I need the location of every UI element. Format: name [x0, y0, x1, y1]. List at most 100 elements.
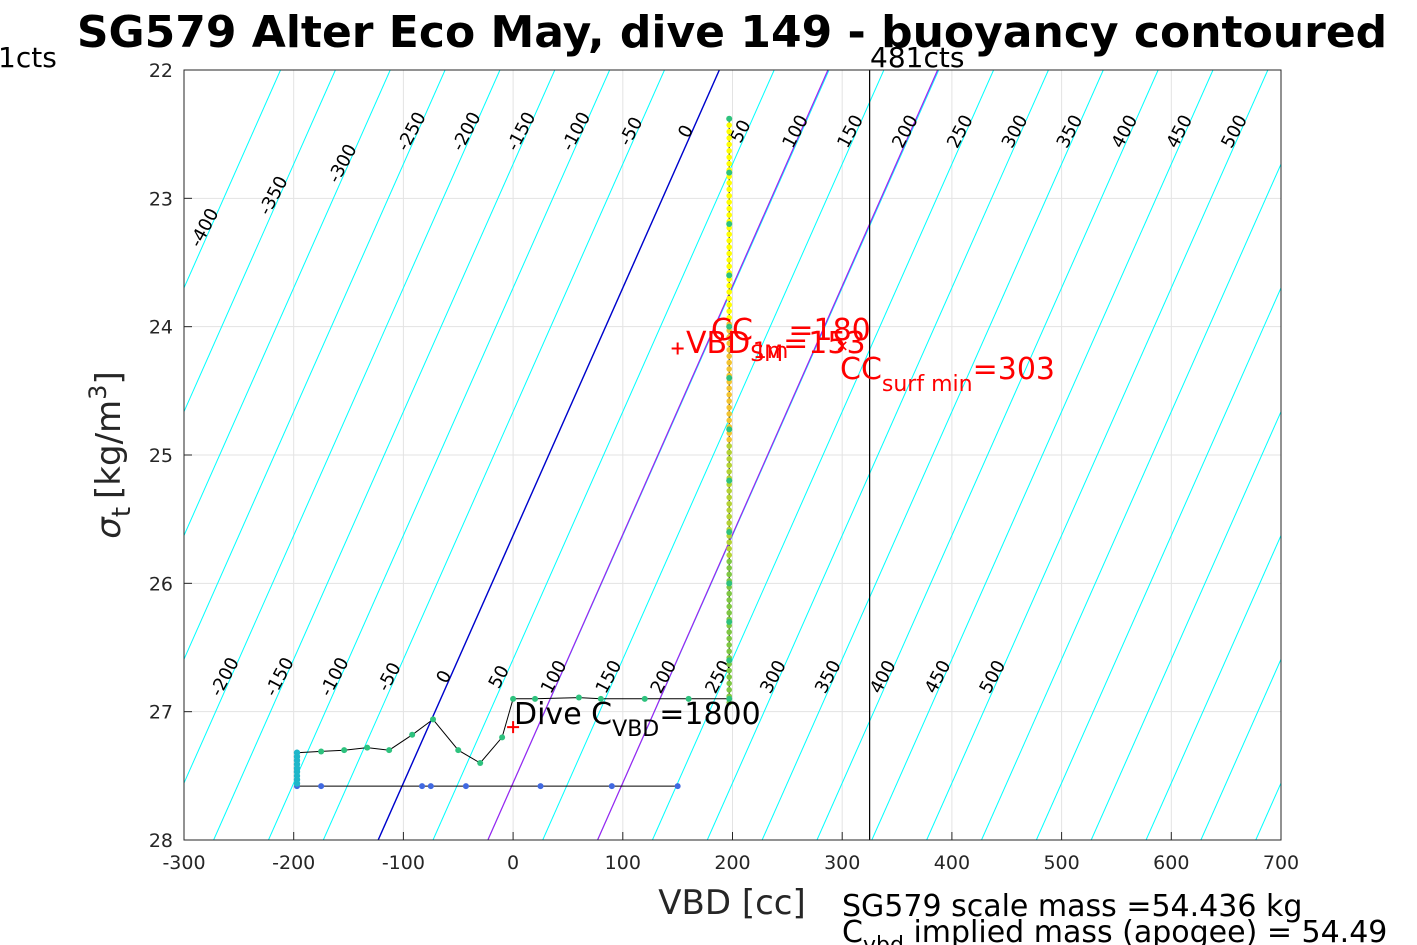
profile-point: [726, 642, 733, 648]
profile-point: [726, 289, 733, 295]
contour-line: [981, 162, 1281, 840]
profile-point: [726, 597, 733, 603]
profile-point: [726, 520, 733, 526]
y-label-exp: 3: [84, 385, 112, 400]
profile-point: [318, 748, 325, 755]
profile-point: [726, 571, 733, 578]
x-tick-label: 300: [824, 852, 860, 874]
profile-point: [726, 212, 733, 218]
x-tick-label: 600: [1153, 852, 1189, 874]
profile-point: [726, 398, 733, 404]
profile-point: [726, 154, 733, 161]
profile-point: [726, 192, 733, 199]
profile-point: [726, 169, 733, 176]
dive-c-main: Dive C: [514, 697, 612, 732]
profile-point: [726, 417, 733, 424]
cc-surf-value: =303: [973, 352, 1055, 387]
profile-point: [726, 231, 733, 238]
y-tick-label: 26: [149, 573, 173, 595]
y-tick-label: 25: [149, 445, 173, 467]
y-label-sigma: σ: [89, 516, 129, 539]
profile-point: [726, 674, 733, 680]
cc-surf-sub: surf min: [882, 372, 973, 397]
contour-line: [651, 70, 995, 840]
contour-line: [322, 70, 665, 840]
profile-point: [726, 122, 733, 128]
profile-point: [726, 385, 733, 392]
profile-point: [726, 449, 733, 456]
profile-point: [726, 160, 733, 167]
profile-series: [293, 115, 733, 790]
x-tick-label: -200: [272, 852, 315, 874]
contour-line: [926, 70, 1269, 840]
profile-point: [726, 603, 733, 610]
profile-point: [455, 747, 462, 754]
profile-point: [726, 565, 733, 571]
profile-point: [726, 545, 733, 552]
profile-point: [726, 186, 733, 193]
contour-line: [184, 70, 501, 785]
cc-1m-marker: [837, 341, 847, 351]
vbd-sm-marker: [671, 342, 684, 355]
annotations: CC1m=180 VBDSM=153 CCsurf min=303 Dive C…: [507, 313, 1055, 742]
x-tick-label: 400: [934, 852, 970, 874]
footer-mass: SG579 scale mass =54.436 kg: [842, 889, 1302, 924]
contour-line: [1200, 658, 1281, 840]
profile-point: [341, 747, 348, 754]
vbd-sm-sub: SM: [750, 342, 783, 367]
contour-line: [761, 70, 1104, 840]
profile-point: [726, 199, 733, 205]
profile-point: [726, 695, 733, 702]
reference-line: [487, 70, 829, 840]
profile-point: [726, 359, 733, 366]
profile-point: [726, 494, 733, 501]
dive-c-label: Dive CVBD=1800: [514, 697, 761, 742]
profile-point: [726, 436, 733, 443]
cc-surf-label: CCsurf min=303: [840, 352, 1055, 397]
dive-c-marker: [507, 721, 520, 734]
contour-line: [816, 70, 1159, 840]
profile-point: [726, 244, 733, 250]
profile-point: [532, 695, 539, 702]
profile-point: [726, 282, 733, 289]
y-tick-label: 23: [149, 188, 173, 210]
profile-point: [726, 115, 733, 122]
footer-c-rest: implied mass (apogee) = 54.49: [904, 915, 1388, 945]
profile-point: [364, 744, 371, 751]
profile-point: [726, 635, 733, 642]
y-label-close: ]: [89, 371, 129, 384]
profile-point: [575, 694, 582, 701]
cc-surf-main: CC: [840, 352, 882, 387]
chart-title: SG579 Alter Eco May, dive 149 - buoyancy…: [77, 7, 1387, 58]
profile-point: [726, 590, 733, 597]
y-tick-label: 28: [149, 830, 173, 852]
profile-point: [293, 780, 301, 787]
x-tick-label: 0: [507, 852, 519, 874]
profile-point: [726, 302, 733, 308]
profile-point: [430, 716, 437, 723]
profile-point: [537, 783, 544, 790]
dive-c-value: =1800: [659, 697, 760, 732]
contour-line: [184, 70, 281, 290]
top-right-label: 481cts: [870, 41, 964, 74]
contour-line: [184, 70, 391, 537]
profile-point: [726, 657, 733, 664]
profile-point: [726, 308, 733, 315]
profile-point: [726, 552, 733, 558]
y-axis-label: σt [kg/m3]: [84, 371, 137, 538]
profile-point: [641, 695, 648, 702]
cc-1m-main: CC: [711, 313, 753, 348]
profile-point: [674, 783, 681, 790]
profile-point: [726, 462, 733, 469]
vbd-sm-value: =153: [783, 326, 865, 361]
profile-point: [726, 141, 733, 148]
profile-point: [685, 695, 692, 702]
profile-point: [726, 391, 733, 398]
profile-point: [726, 488, 733, 494]
profile-point: [726, 618, 733, 625]
contour-line: [1090, 410, 1281, 840]
profile-point: [726, 180, 733, 186]
x-tick-label: 200: [714, 852, 750, 874]
y-tick-label: 24: [149, 317, 173, 339]
contour-line: [213, 70, 556, 840]
